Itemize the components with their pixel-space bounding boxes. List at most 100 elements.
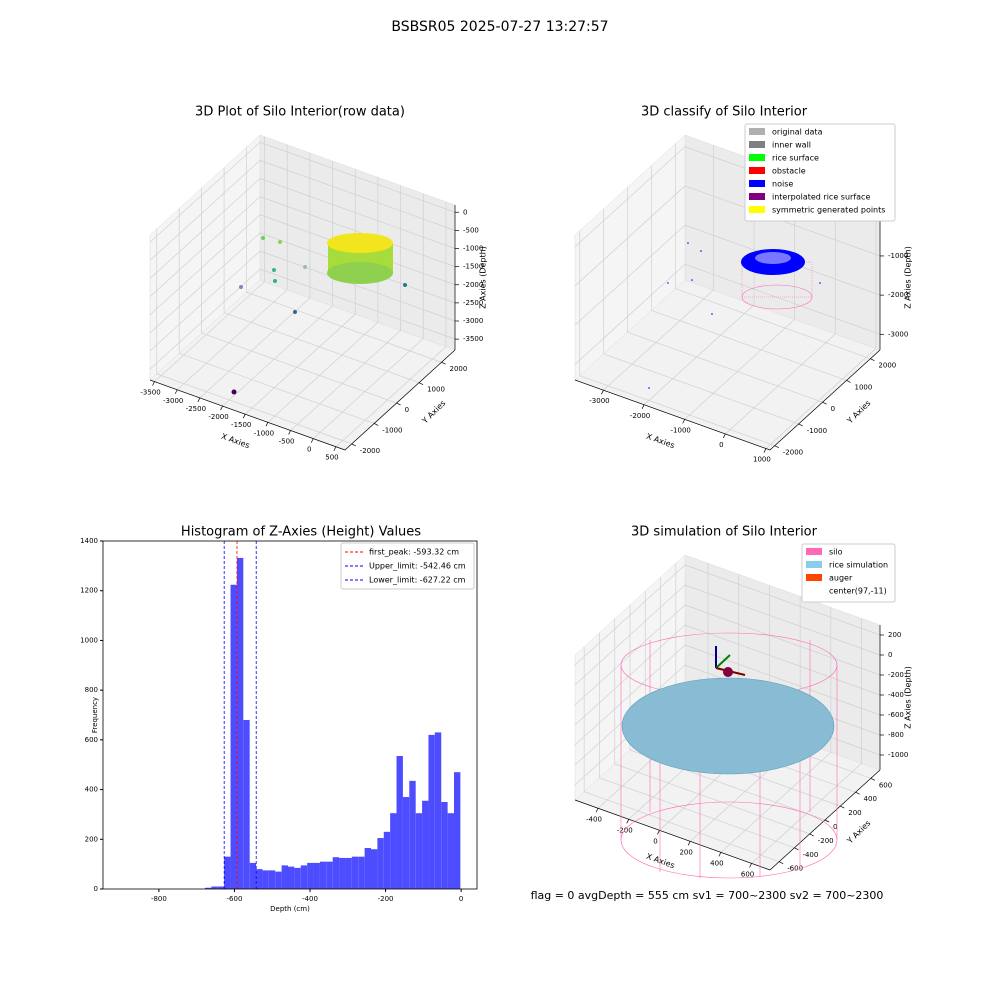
legend-label: silo	[829, 548, 843, 557]
grid-line	[149, 196, 261, 297]
z-tick-label: -1500	[463, 263, 483, 271]
z-axis-label: Z Axies (Depth)	[904, 246, 913, 309]
x-axis-label: Depth (cm)	[270, 905, 310, 913]
y-tick	[855, 791, 860, 795]
bar	[428, 734, 435, 889]
grid-line	[574, 584, 686, 686]
y-tick-label: 2000	[450, 365, 468, 373]
bar	[275, 871, 282, 889]
cloud-1	[231, 233, 407, 395]
bar	[370, 849, 378, 889]
grid-line	[603, 289, 714, 391]
x-tick-label: -200	[378, 895, 394, 903]
bar	[383, 831, 391, 889]
x-tick-label: 500	[325, 454, 338, 462]
x-tick	[220, 405, 223, 411]
grid-line	[574, 624, 686, 726]
chart-title: 3D simulation of Silo Interior	[631, 525, 818, 540]
z-tick-label: 200	[888, 631, 901, 639]
legend-swatch	[749, 206, 765, 213]
y-tick-label: -600	[787, 865, 803, 873]
bar	[364, 847, 371, 889]
x-tick	[763, 448, 767, 453]
x-tick-label: 200	[679, 848, 692, 856]
x-tick	[626, 819, 630, 824]
legend-label: interpolated rice surface	[772, 193, 870, 202]
bar	[345, 857, 352, 889]
grid-line	[199, 297, 311, 399]
legend-box	[801, 543, 896, 603]
grid-line	[149, 141, 261, 243]
grid-line	[156, 373, 352, 445]
y-tick	[418, 382, 424, 385]
x-tick-label: -2500	[186, 405, 206, 413]
chart-title: 3D Plot of Silo Interior(row data)	[195, 105, 405, 120]
grid-line	[643, 304, 755, 406]
bar	[402, 797, 410, 889]
y-tick	[870, 358, 875, 362]
legend-swatch	[749, 193, 765, 200]
bar	[281, 865, 288, 889]
grid-line	[222, 305, 333, 407]
z-tick-label: -2000	[463, 281, 483, 289]
grid-line	[149, 232, 261, 334]
bar	[268, 870, 276, 889]
side-pane	[149, 134, 261, 381]
x-tick-label: 400	[710, 859, 723, 867]
y-tick	[870, 778, 875, 781]
y-tick-label: 400	[85, 786, 98, 794]
x-tick-label: -400	[586, 815, 602, 823]
grid-line	[684, 624, 881, 696]
z-tick-label: -1000	[888, 751, 908, 759]
grid-line	[579, 375, 775, 446]
y-tick-label: -200	[818, 837, 834, 845]
y-tick-label: 0	[405, 406, 409, 414]
x-tick-label: -2000	[208, 413, 228, 421]
legend-label: rice simulation	[829, 561, 888, 570]
bar	[236, 557, 244, 889]
bar	[307, 862, 314, 889]
y-tick	[798, 423, 803, 427]
bar	[358, 856, 365, 889]
grid-line	[290, 330, 401, 431]
grid-line	[574, 564, 686, 666]
y-tick-label: 1200	[80, 587, 98, 595]
legend-box	[340, 542, 475, 590]
y-axis-label: Y Axies	[420, 399, 448, 427]
x-tick-label: -3500	[140, 389, 160, 397]
bar	[256, 869, 263, 889]
grid-line	[574, 644, 686, 746]
bar	[351, 856, 359, 889]
legend-label: center(97,-11)	[829, 587, 887, 596]
x-tick	[682, 419, 686, 424]
y-tick-label: 2000	[878, 362, 896, 370]
legend-swatch	[806, 587, 822, 594]
x-axis-label: X Axies	[220, 432, 251, 451]
legend-label: noise	[772, 180, 793, 189]
x-tick-label: -600	[227, 895, 243, 903]
bar	[339, 857, 346, 889]
grid-line	[725, 333, 836, 435]
grid-line	[627, 331, 823, 403]
legend-label: symmetric generated points	[772, 206, 885, 215]
x-tick	[310, 438, 314, 443]
y-tick-label: 1000	[80, 636, 98, 644]
x-axis-label: X Axies	[645, 432, 676, 451]
grid-line	[574, 604, 686, 706]
grid-line	[313, 338, 424, 439]
bar	[453, 772, 461, 889]
x-tick	[197, 397, 201, 403]
legend-label: first_peak: -593.32 cm	[369, 548, 459, 557]
grid-line	[259, 160, 456, 231]
bar	[262, 870, 269, 889]
z-tick-label: -600	[888, 711, 904, 719]
legend-swatch	[806, 574, 822, 581]
y-tick-label: 1000	[855, 383, 873, 391]
x-tick	[657, 830, 660, 835]
grid-line	[603, 353, 799, 425]
grid-line	[244, 313, 356, 415]
y-axis-label: Frequency	[91, 697, 99, 733]
x-tick	[687, 841, 691, 846]
grid-line	[259, 268, 456, 340]
